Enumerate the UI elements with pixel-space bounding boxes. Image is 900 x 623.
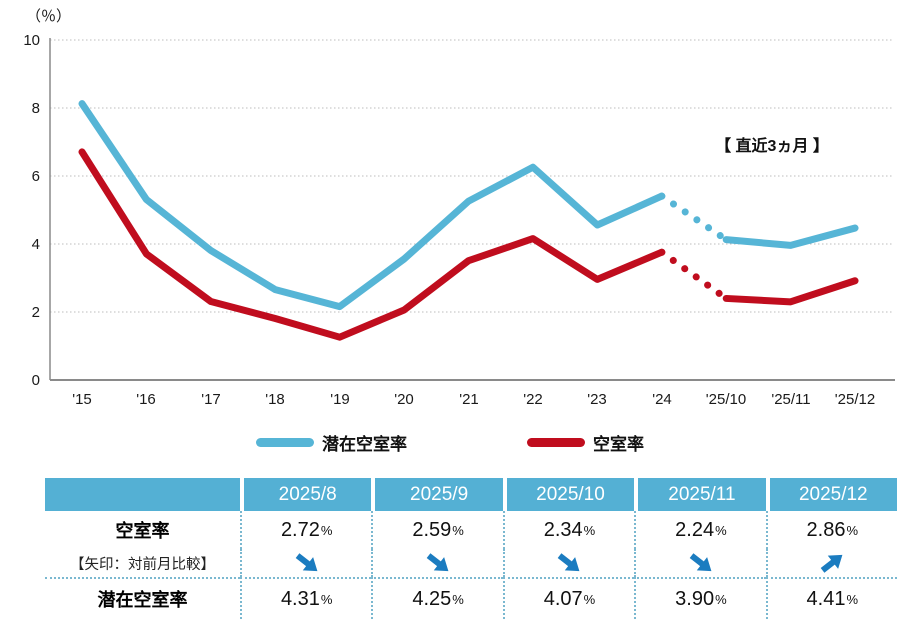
series-line-recent-空室率 bbox=[722, 277, 859, 306]
potential-vacancy-value: 4.41% bbox=[765, 577, 897, 619]
x-tick-label: '20 bbox=[394, 391, 414, 408]
y-tick-label: 6 bbox=[32, 168, 40, 185]
vacancy-value: 2.59% bbox=[371, 511, 502, 549]
arrow-note-label: 【矢印：対前月比較】 bbox=[70, 556, 215, 573]
vacancy-value: 2.24% bbox=[634, 511, 765, 549]
column-header: 2025/9 bbox=[371, 478, 503, 511]
potential-vacancy-line-swatch bbox=[256, 438, 314, 447]
column-header: 2025/8 bbox=[240, 478, 372, 511]
legend-label: 空室率 bbox=[593, 435, 644, 454]
column-header: 2025/12 bbox=[765, 478, 897, 511]
potential-vacancy-value: 4.25% bbox=[371, 577, 503, 619]
vacancy-value: 2.72% bbox=[240, 511, 371, 549]
x-tick-label: '18 bbox=[265, 391, 285, 408]
x-tick-label: '15 bbox=[72, 391, 92, 408]
y-tick-label: 8 bbox=[32, 100, 40, 117]
legend-label: 潜在空室率 bbox=[322, 435, 407, 454]
y-axis-unit-label: （％） bbox=[26, 8, 71, 25]
x-tick-label: '25/10 bbox=[706, 391, 746, 408]
series-line-recent-潜在空室率 bbox=[722, 224, 859, 249]
y-tick-label: 4 bbox=[32, 236, 40, 253]
trend-arrow-icon bbox=[502, 549, 634, 577]
column-header: 2025/11 bbox=[634, 478, 766, 511]
recent-3-months-label: 【 直近3ヵ月 】 bbox=[715, 136, 829, 155]
x-tick-label: '22 bbox=[523, 391, 543, 408]
x-tick-label: '23 bbox=[587, 391, 607, 408]
series-line-潜在空室率 bbox=[78, 100, 666, 311]
x-tick-label: '17 bbox=[201, 391, 221, 408]
vacancy-line-chart: （％） 0 2 4 6 8 10 '15 '16 '17 '18 '19 bbox=[23, 8, 895, 408]
x-tick-label: '21 bbox=[459, 391, 479, 408]
row-label-vacancy: 空室率 bbox=[115, 521, 170, 541]
vacancy-value: 2.86% bbox=[765, 511, 897, 549]
vacancy-line-swatch bbox=[527, 438, 585, 447]
monthly-vacancy-table: 2025/8 2025/9 2025/10 2025/11 2025/12 空室… bbox=[45, 478, 897, 619]
y-axis-ticks: 0 2 4 6 8 10 bbox=[23, 32, 40, 389]
x-tick-label: '25/11 bbox=[771, 391, 810, 408]
trend-arrow-icon bbox=[634, 549, 765, 577]
potential-vacancy-value: 3.90% bbox=[634, 577, 766, 619]
x-tick-label: '24 bbox=[652, 391, 672, 408]
potential-vacancy-value: 4.31% bbox=[240, 577, 372, 619]
x-axis-ticks: '15 '16 '17 '18 '19 '20 '21 '22 '23 '24 … bbox=[72, 391, 875, 408]
series-line-dotted-潜在空室率 bbox=[658, 192, 730, 244]
legend-item-vacancy: 空室率 bbox=[527, 430, 644, 455]
x-tick-label: '25/12 bbox=[835, 391, 875, 408]
series-line-空室率 bbox=[78, 148, 666, 341]
column-header: 2025/10 bbox=[502, 478, 635, 511]
x-tick-label: '16 bbox=[136, 391, 156, 408]
row-label-potential-vacancy: 潜在空室率 bbox=[45, 577, 240, 619]
potential-vacancy-value: 4.07% bbox=[502, 577, 635, 619]
vacancy-value: 2.34% bbox=[502, 511, 634, 549]
chart-legend: 潜在空室率 空室率 bbox=[0, 430, 900, 455]
gridlines bbox=[50, 39, 893, 313]
series-line-dotted-空室率 bbox=[658, 248, 730, 302]
trend-arrow-icon bbox=[240, 549, 371, 577]
legend-item-potential-vacancy: 潜在空室率 bbox=[256, 430, 407, 455]
chart-series-layer bbox=[78, 100, 859, 341]
y-tick-label: 10 bbox=[23, 32, 40, 49]
trend-arrow-icon bbox=[765, 549, 897, 577]
y-tick-label: 2 bbox=[32, 304, 40, 321]
table-corner-header bbox=[45, 478, 240, 511]
x-tick-label: '19 bbox=[330, 391, 350, 408]
y-tick-label: 0 bbox=[32, 372, 40, 389]
trend-arrow-icon bbox=[371, 549, 502, 577]
